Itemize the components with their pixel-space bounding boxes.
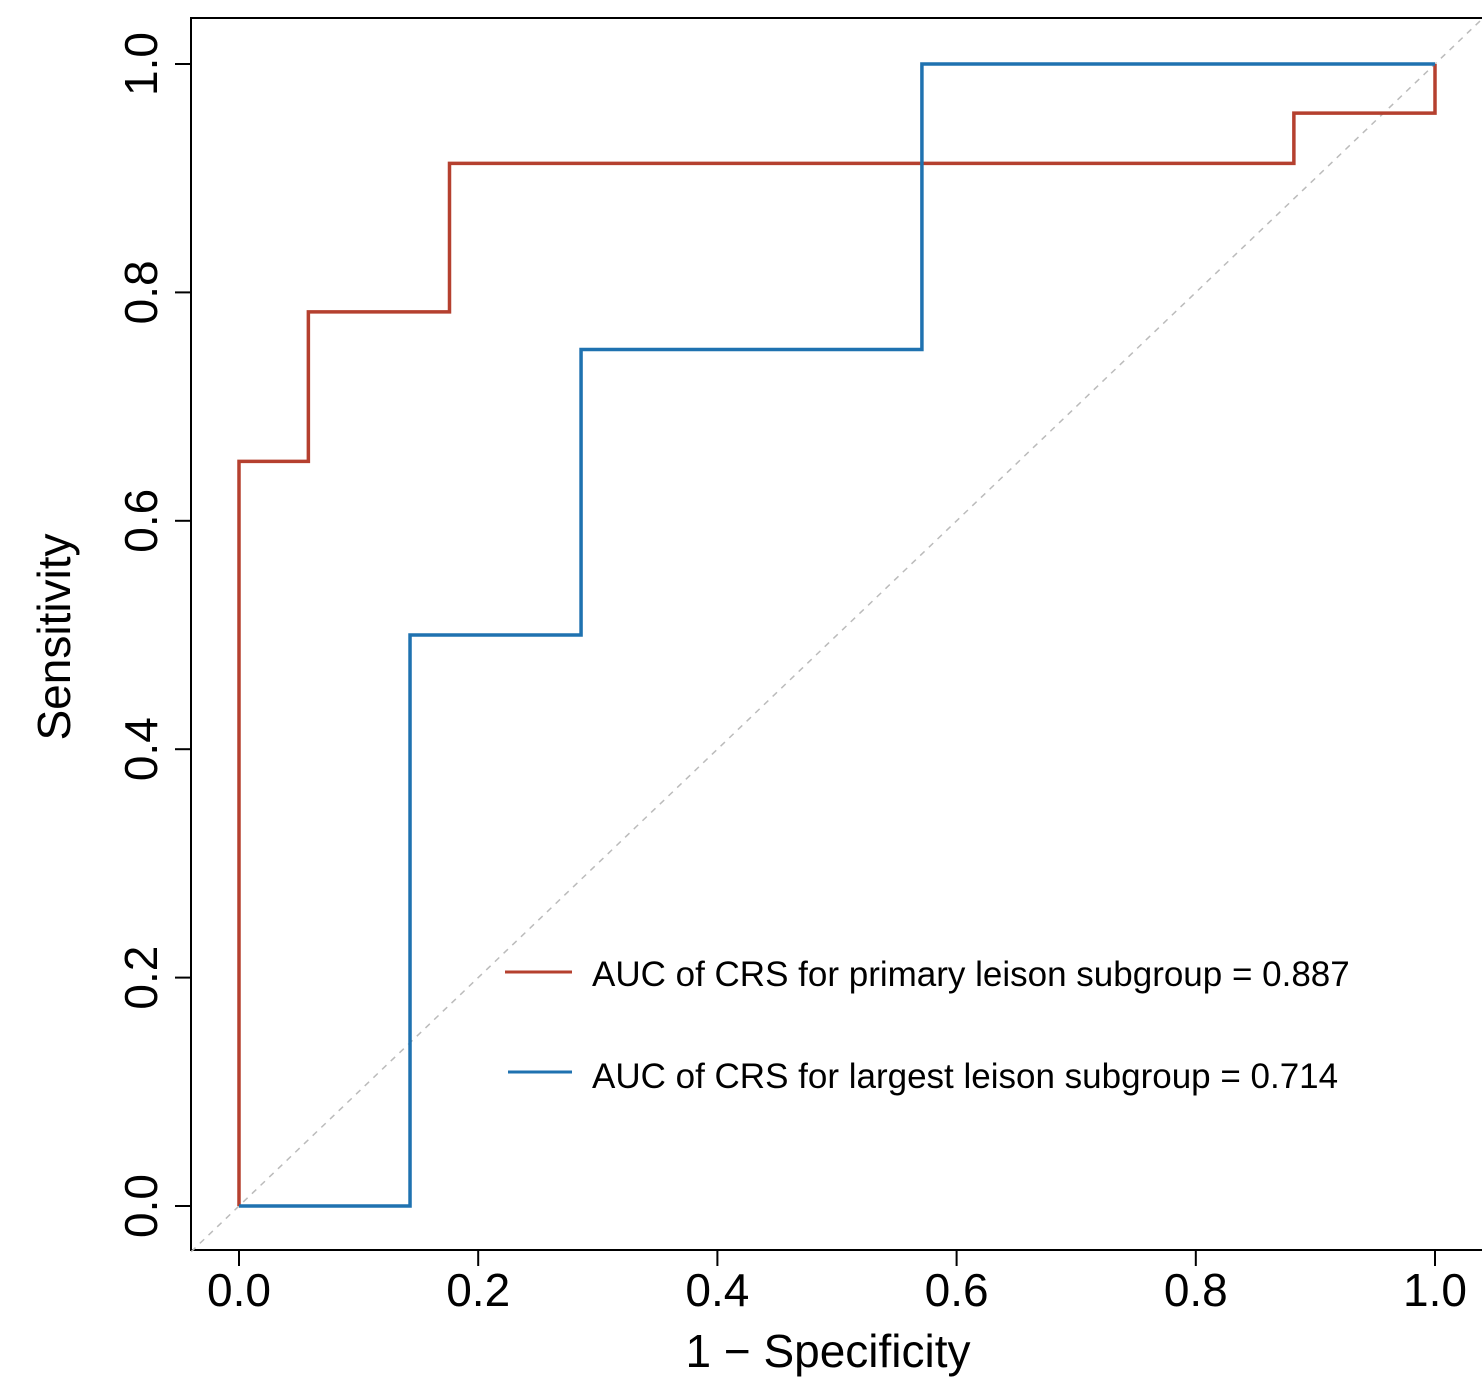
legend: AUC of CRS for primary leison subgroup =… <box>505 955 1350 1096</box>
y-axis-title: Sensitivity <box>28 533 80 740</box>
x-tick-label: 0.6 <box>925 1264 989 1316</box>
y-tick-label: 1.0 <box>115 32 167 96</box>
x-tick-label: 1.0 <box>1403 1264 1467 1316</box>
roc-curve-primary <box>237 64 1437 1206</box>
series-layer <box>237 62 1437 1208</box>
y-tick-label: 0.0 <box>115 1174 167 1238</box>
y-axis: 0.0 0.2 0.4 0.6 0.8 1.0 <box>115 32 192 1238</box>
legend-label-largest: AUC of CRS for largest leison subgroup =… <box>592 1057 1338 1096</box>
x-tick-label: 0.8 <box>1164 1264 1228 1316</box>
x-axis-title: 1 − Specificity <box>685 1325 970 1377</box>
reference-diagonal <box>190 18 1482 1253</box>
x-tick-label: 0.2 <box>446 1264 510 1316</box>
y-tick-label: 0.6 <box>115 489 167 553</box>
x-tick-label: 0.0 <box>207 1264 271 1316</box>
legend-label-primary: AUC of CRS for primary leison subgroup =… <box>592 955 1350 994</box>
y-tick-label: 0.8 <box>115 260 167 324</box>
x-axis: 0.0 0.2 0.4 0.6 0.8 1.0 <box>207 1249 1467 1316</box>
roc-curve-largest <box>239 62 1435 1208</box>
x-tick-label: 0.4 <box>685 1264 749 1316</box>
y-tick-label: 0.4 <box>115 717 167 781</box>
y-tick-label: 0.2 <box>115 946 167 1010</box>
